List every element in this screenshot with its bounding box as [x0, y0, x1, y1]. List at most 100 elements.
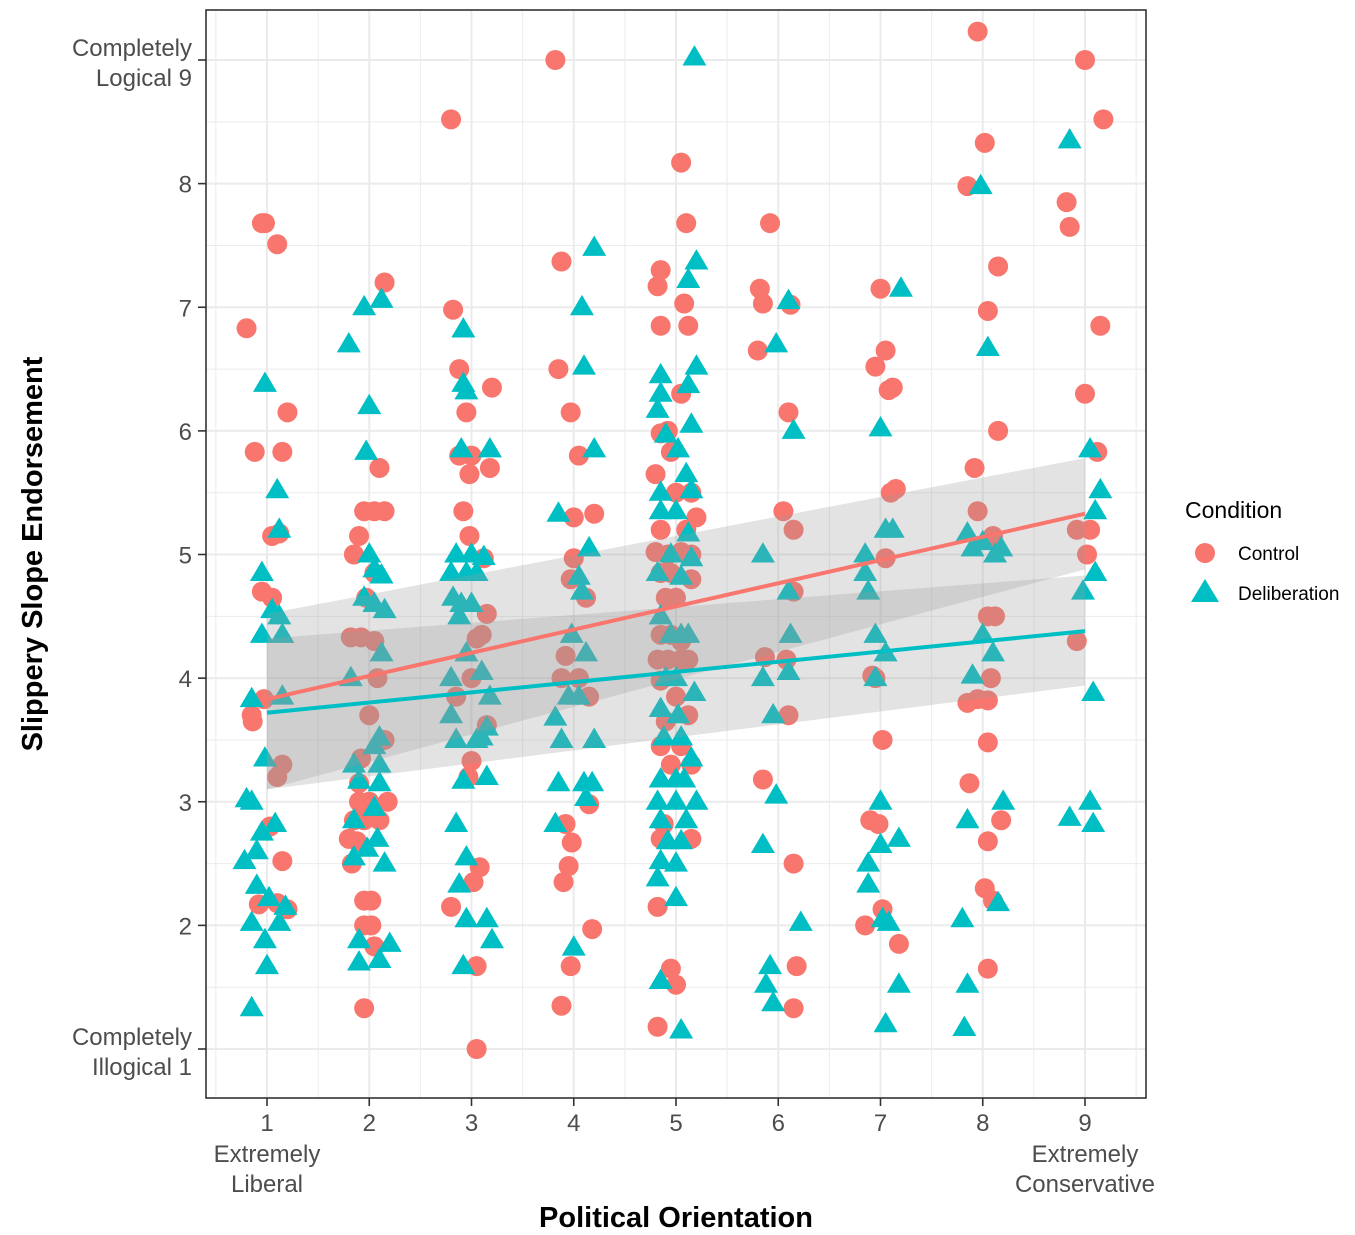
- control-point: [676, 213, 697, 234]
- control-point: [466, 1039, 487, 1059]
- y-axis-title: Slippery Slope Endorsement: [17, 356, 49, 751]
- deliberation-point: [362, 795, 387, 816]
- control-point: [977, 606, 998, 627]
- deliberation-point: [669, 1018, 694, 1039]
- deliberation-point: [249, 560, 274, 582]
- control-point: [463, 872, 484, 893]
- deliberation-point: [559, 622, 584, 643]
- fit-line-deliberation: [266, 629, 1086, 715]
- deliberation-point: [853, 542, 878, 563]
- deliberation-point: [750, 665, 775, 687]
- deliberation-point: [566, 684, 591, 705]
- deliberation-point: [369, 287, 394, 308]
- deliberation-point: [761, 990, 786, 1012]
- control-point: [244, 441, 265, 462]
- deliberation-point: [991, 789, 1016, 810]
- y-tick-label: 8: [179, 172, 192, 199]
- deliberation-point: [750, 542, 775, 563]
- control-point: [582, 919, 603, 940]
- deliberation-point: [679, 746, 704, 767]
- deliberation-point: [479, 927, 504, 949]
- deliberation-point: [549, 727, 574, 748]
- deliberation-point: [341, 807, 366, 829]
- deliberation-point: [975, 335, 1000, 357]
- deliberation-point: [684, 789, 709, 810]
- y-tick-label: 5: [179, 543, 192, 570]
- deliberation-point: [357, 542, 382, 563]
- control-point: [988, 256, 1009, 277]
- deliberation-point: [267, 910, 292, 931]
- control-point: [236, 318, 257, 339]
- control-point: [855, 915, 876, 936]
- control-point: [786, 956, 807, 977]
- control-point: [977, 958, 998, 979]
- control-point: [374, 272, 395, 293]
- control-point: [349, 525, 370, 546]
- control-point: [1093, 109, 1114, 130]
- control-point: [650, 260, 671, 281]
- deliberation-point: [447, 872, 472, 893]
- deliberation-point: [684, 354, 709, 375]
- control-point: [647, 896, 668, 917]
- deliberation-point: [459, 591, 484, 612]
- control-point: [1056, 192, 1077, 213]
- ribbons-overlay: [267, 458, 1085, 790]
- control-point: [964, 457, 985, 478]
- deliberation-point: [1057, 127, 1082, 149]
- control-point: [453, 501, 474, 522]
- deliberation-point: [876, 910, 901, 931]
- deliberation-point: [960, 535, 985, 557]
- control-point: [967, 21, 988, 42]
- deliberation-point: [255, 953, 279, 975]
- deliberation-point: [367, 770, 392, 792]
- deliberation-point: [750, 832, 775, 854]
- deliberation-point: [451, 768, 476, 789]
- deliberation-point: [664, 498, 688, 520]
- deliberation-point: [648, 968, 673, 990]
- deliberation-point: [645, 865, 670, 887]
- x-axis-title: Political Orientation: [539, 1202, 813, 1234]
- deliberation-point: [454, 378, 479, 400]
- control-point: [678, 315, 699, 336]
- control-point: [783, 853, 804, 874]
- y-tick-label: Completely: [72, 1024, 192, 1051]
- deliberation-point: [679, 412, 704, 433]
- x-tick-label: 5: [669, 1110, 682, 1137]
- deliberation-point: [367, 752, 392, 773]
- control-point: [267, 767, 288, 788]
- x-tick-sublabel: Extremely: [214, 1141, 321, 1168]
- deliberation-point: [569, 579, 594, 600]
- deliberation-point: [868, 832, 893, 854]
- control-point: [778, 402, 799, 423]
- deliberation-point: [354, 439, 379, 460]
- control-point: [1077, 544, 1098, 565]
- deliberation-point: [648, 767, 673, 788]
- deliberation-point: [477, 684, 502, 705]
- control-point: [476, 603, 497, 624]
- deliberation-point: [574, 641, 599, 662]
- control-point: [660, 958, 681, 979]
- fit-line-control: [266, 511, 1086, 702]
- deliberation-point: [648, 381, 673, 402]
- deliberation-point: [682, 680, 707, 701]
- deliberation-point: [888, 276, 913, 297]
- deliberation-point: [863, 622, 888, 643]
- x-tick-label: 1: [260, 1110, 273, 1137]
- x-tick-label: 4: [567, 1110, 580, 1137]
- control-point: [1059, 216, 1080, 237]
- deliberation-point: [856, 579, 881, 600]
- deliberation-point: [970, 529, 995, 551]
- deliberation-point: [645, 560, 670, 582]
- control-point: [666, 686, 686, 707]
- control-point: [988, 420, 1009, 441]
- deliberation-point: [543, 811, 568, 833]
- control-point: [563, 548, 584, 569]
- control-point: [459, 464, 480, 485]
- control-point: [752, 293, 773, 314]
- deliberation-point: [664, 851, 688, 872]
- x-tick-label: 9: [1078, 1110, 1091, 1137]
- deliberation-point: [886, 972, 911, 993]
- deliberation-point: [873, 1011, 898, 1033]
- deliberation-point: [239, 789, 264, 810]
